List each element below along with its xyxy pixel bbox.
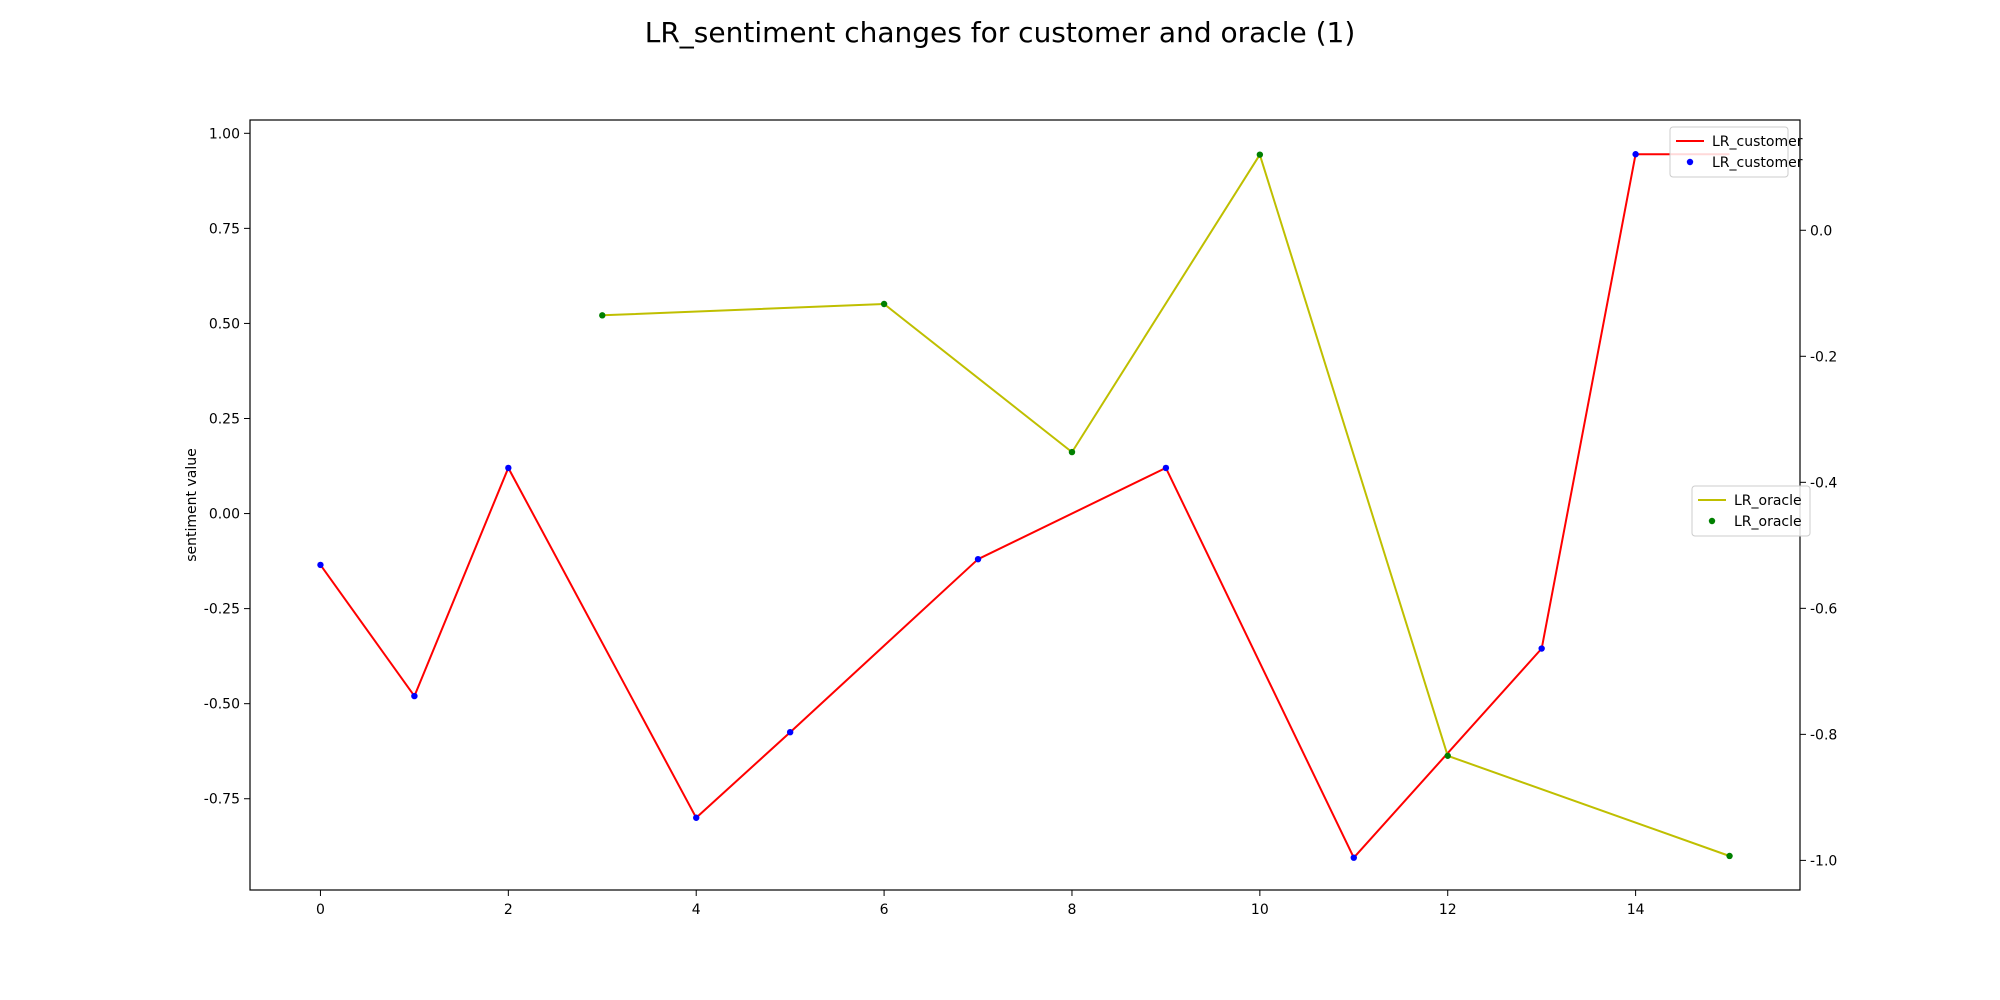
y-left-tick-label: 1.00 (209, 126, 240, 142)
x-tick-label: 12 (1439, 902, 1457, 918)
legend-label: LR_oracle (1734, 493, 1802, 509)
legend-label: LR_oracle (1734, 514, 1802, 530)
series-point-LR_customer (411, 692, 418, 700)
legend-oracle: LR_oracle LR_oracle (1691, 485, 1811, 537)
chart-title: LR_sentiment changes for customer and or… (645, 16, 1356, 49)
x-tick-label: 14 (1627, 902, 1645, 918)
series-point-LR_customer (693, 814, 700, 821)
legend-marker-swatch (1686, 158, 1694, 166)
series-point-LR_customer (786, 728, 794, 736)
y-right-tick-label: -0.6 (1810, 601, 1837, 617)
series-point-LR_customer (1538, 645, 1545, 652)
series-line-LR_oracle (602, 153, 1730, 857)
x-tick-label: 0 (316, 902, 325, 918)
legend-box (1669, 126, 1789, 178)
y-left-tick-label: 0.50 (209, 316, 240, 332)
series-point-LR_oracle (599, 312, 606, 319)
x-tick-label: 6 (880, 902, 889, 918)
series-point-LR_customer (1350, 854, 1357, 861)
legend-box (1691, 485, 1811, 537)
series-point-LR_oracle (1068, 448, 1076, 456)
series-point-LR_customer (974, 555, 982, 563)
y-left-tick-label: -0.50 (204, 697, 240, 713)
series-point-LR_customer (1632, 151, 1639, 158)
y-right-tick-label: -0.2 (1810, 349, 1837, 365)
x-tick-label: 4 (692, 902, 701, 918)
y-right-tick-label: -1.0 (1810, 853, 1837, 869)
y-left-tick-label: 0.75 (209, 221, 240, 237)
y-right-tick-label: -0.8 (1810, 727, 1837, 743)
series-point-LR_oracle (1726, 852, 1733, 860)
x-tick-label: 10 (1251, 902, 1269, 918)
x-tick-label: 8 (1068, 902, 1077, 918)
series-point-LR_customer (505, 464, 512, 472)
y-left-tick-label: -0.75 (204, 792, 240, 808)
legend-label: LR_customer (1712, 155, 1803, 171)
legend-marker-swatch (1708, 517, 1716, 525)
y-right-tick-label: -0.4 (1810, 475, 1837, 491)
legend-label: LR_customer (1712, 134, 1803, 150)
series-point-LR_customer (317, 561, 324, 569)
series-point-LR_oracle (1256, 151, 1264, 158)
y-left-tick-label: 0.00 (209, 507, 240, 523)
y-right-tick-label: 0.0 (1810, 223, 1832, 239)
plot-area: 0 2 4 6 8 10 12 14 1.00 0.75 0.50 0.25 0.00 -0.25 -0.5… (204, 119, 1837, 918)
y-left-tick-label: -0.25 (204, 602, 240, 618)
series-point-LR_customer (1162, 464, 1170, 472)
series-point-LR_oracle (1444, 752, 1451, 759)
x-tick-label: 2 (504, 902, 513, 918)
y-left-tick-label: 0.25 (209, 411, 240, 427)
y-axis-label: sentiment value (184, 448, 200, 561)
series-point-LR_oracle (880, 300, 888, 308)
legend-customer: LR_customer LR_customer (1669, 126, 1803, 178)
